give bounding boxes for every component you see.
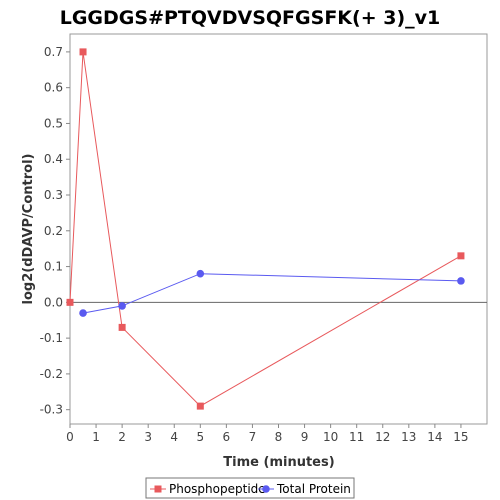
chart-title: LGGDGS#PTQVDVSQFGSFK(+ 3)_v1	[60, 7, 441, 29]
data-point	[66, 298, 74, 306]
y-tick-label: -0.3	[40, 403, 63, 417]
x-tick-label: 9	[301, 430, 309, 444]
legend: Phosphopeptide Total Protein	[145, 477, 355, 499]
y-tick-label: 0.1	[44, 260, 63, 274]
x-tick-label: 8	[275, 430, 283, 444]
x-tick-label: 7	[249, 430, 257, 444]
legend-label-1: Total Protein	[276, 482, 351, 496]
y-tick-label: 0.5	[44, 116, 63, 130]
x-tick-label: 12	[375, 430, 390, 444]
data-point	[196, 269, 205, 278]
data-point	[118, 302, 126, 310]
legend-marker-circle	[262, 485, 270, 493]
x-tick-label: 0	[66, 430, 74, 444]
plot-area	[69, 33, 488, 425]
y-tick-label: 0.0	[44, 295, 63, 309]
legend-marker-square	[154, 485, 162, 493]
x-tick-label: 13	[401, 430, 416, 444]
series-group	[66, 48, 465, 410]
legend-items: Phosphopeptide Total Protein	[150, 482, 351, 496]
x-tick-label: 14	[427, 430, 442, 444]
y-tick-label: 0.4	[44, 152, 63, 166]
x-tick-label: 10	[323, 430, 338, 444]
data-point	[196, 402, 204, 410]
y-tick-label: 0.3	[44, 188, 63, 202]
legend-box	[145, 477, 355, 499]
x-tick-label: 3	[144, 430, 152, 444]
x-tick-label: 6	[223, 430, 231, 444]
x-tick-label: 15	[453, 430, 468, 444]
data-point	[457, 277, 465, 285]
x-tick-label: 4	[170, 430, 178, 444]
y-tick-label: 0.6	[44, 81, 63, 95]
y-axis: -0.3 -0.2 -0.1 0.0 0.1 0.2 0.3 0.4 0.5 0.6 0.7	[40, 45, 70, 417]
y-tick-label: 0.7	[44, 45, 63, 59]
x-axis-title: Time (minutes)	[223, 455, 334, 470]
x-tick-label: 11	[349, 430, 364, 444]
data-point	[79, 48, 87, 56]
x-tick-label: 1	[92, 430, 100, 444]
x-tick-label: 2	[118, 430, 126, 444]
data-point	[118, 323, 126, 331]
legend-label-0: Phosphopeptide	[169, 482, 266, 496]
y-tick-label: 0.2	[44, 224, 63, 238]
x-tick-label: 5	[196, 430, 204, 444]
y-tick-label: -0.1	[40, 331, 63, 345]
y-axis-title: log2(dDAVP/Control)	[21, 154, 36, 305]
series-line-1	[82, 273, 461, 314]
data-point	[79, 309, 87, 317]
y-tick-label: -0.2	[40, 367, 63, 381]
x-axis: 0 1 2 3 4 5 6 7 8 9 10 11 12 13 14 15	[66, 424, 469, 444]
data-point	[457, 252, 465, 260]
